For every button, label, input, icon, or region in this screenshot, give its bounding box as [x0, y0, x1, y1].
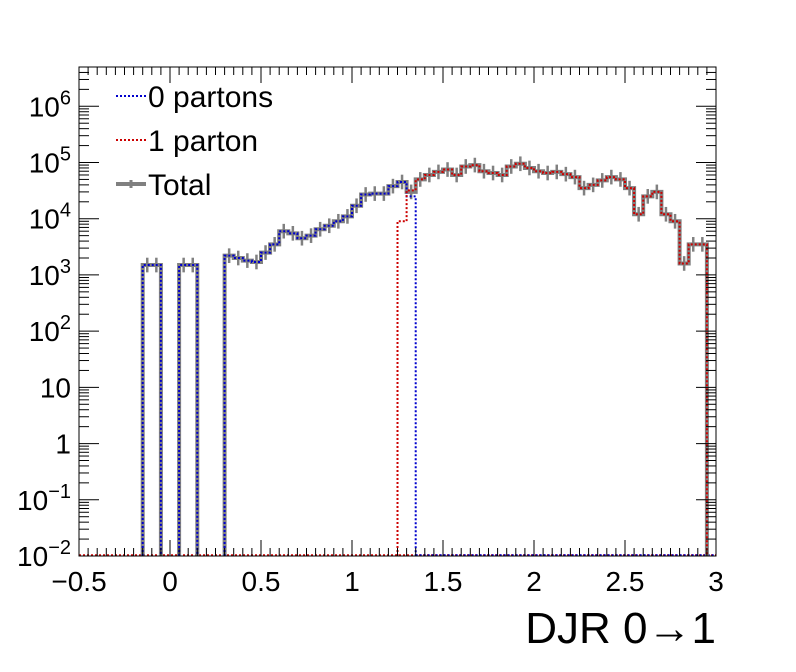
x-tick-label: 0: [162, 566, 178, 597]
y-tick-label: 10: [40, 372, 71, 403]
series-0-partons-line: [141, 180, 417, 556]
y-tick-label: 102: [29, 312, 71, 347]
axes: −0.5 0 0.5 1 1.5 2 2.5 3 10−2 10−1 1 10 102 103 104 105…: [17, 66, 724, 597]
y-tick-label: 104: [29, 200, 71, 235]
x-tick-label: 2.5: [606, 566, 645, 597]
y-tick-label: 1: [55, 429, 71, 460]
x-tick-label: 3: [708, 566, 724, 597]
x-tick-label: 1: [344, 566, 360, 597]
y-tick-label: 10−2: [17, 537, 71, 572]
y-tick-label: 103: [29, 256, 71, 291]
x-tick-label: 2: [526, 566, 542, 597]
x-tick-label: 0.5: [242, 566, 281, 597]
legend-label-1-parton: 1 parton: [148, 125, 258, 158]
legend: 0 partons 1 parton Total: [116, 81, 273, 202]
series-total-line: [140, 161, 709, 556]
y-tick-label: 10−1: [17, 481, 71, 516]
x-tick-label: −0.5: [51, 566, 106, 597]
plot-area: [79, 156, 716, 556]
y-tick-label: 105: [29, 144, 71, 179]
series-1-parton-line: [396, 162, 708, 556]
legend-label-total: Total: [148, 169, 211, 202]
x-axis-title: DJR 0→1: [525, 604, 716, 653]
x-tick-label: 1.5: [424, 566, 463, 597]
y-tick-label: 106: [29, 87, 71, 122]
legend-label-0-partons: 0 partons: [148, 81, 273, 114]
